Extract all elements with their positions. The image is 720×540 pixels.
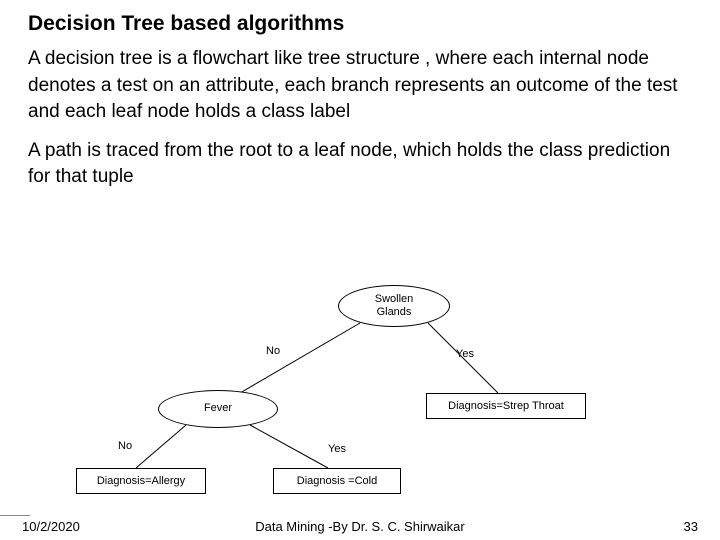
edge-label-no1: No	[266, 345, 280, 357]
edge-label-yes1: Yes	[456, 348, 474, 360]
slide-title: Decision Tree based algorithms	[28, 12, 692, 36]
edge-fever-cold	[250, 425, 328, 468]
decision-tree-diagram: SwollenGlands Fever Diagnosis=Strep Thro…	[28, 285, 692, 515]
node-cold: Diagnosis =Cold	[273, 468, 401, 494]
edge-label-yes2: Yes	[328, 443, 346, 455]
slide: Decision Tree based algorithms A decisio…	[0, 0, 720, 540]
footer-author: Data Mining -By Dr. S. C. Shirwaikar	[0, 519, 720, 534]
edge-root-fever	[240, 323, 360, 393]
node-root: SwollenGlands	[338, 285, 450, 327]
paragraph-2: A path is traced from the root to a leaf…	[28, 138, 692, 191]
edge-label-no2: No	[118, 440, 132, 452]
edge-fever-allergy	[136, 425, 186, 468]
footer-divider	[0, 515, 30, 516]
node-allergy: Diagnosis=Allergy	[76, 468, 206, 494]
node-strep: Diagnosis=Strep Throat	[426, 393, 586, 419]
footer-page-number: 33	[684, 519, 698, 534]
node-fever: Fever	[158, 390, 278, 428]
paragraph-1: A decision tree is a flowchart like tree…	[28, 46, 692, 126]
